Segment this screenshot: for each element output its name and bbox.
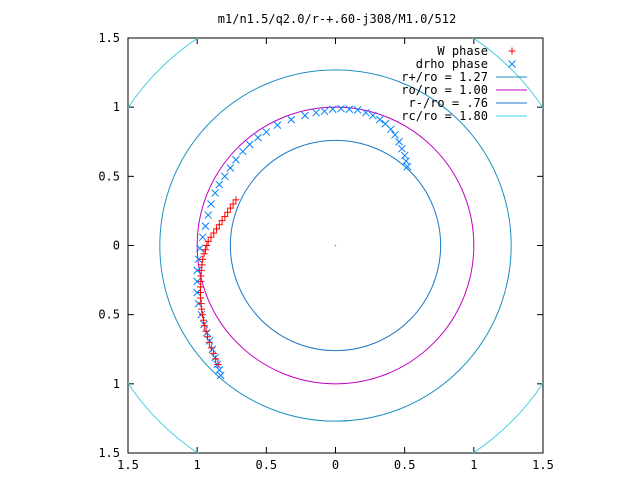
w-phase-point [201,322,209,330]
drho-phase-point [287,115,296,124]
drho-phase-point [211,189,220,197]
drho-phase-point [193,266,202,275]
drho-phase-point [193,277,202,286]
y-tick-label: 0 [113,239,120,253]
drho-phase-point [202,328,211,337]
x-tick-label: 1.5 [532,458,554,472]
w-phase-point [229,200,237,208]
w-phase-point [203,242,211,249]
drho-phase-point [400,151,409,160]
w-phase-point [199,316,207,324]
w-phase-point [198,261,206,269]
y-tick-label: 1.5 [98,446,120,460]
drho-phase-point [198,233,207,242]
legend-label: rc/ro = 1.80 [401,109,488,123]
drho-phase-point [211,353,220,362]
drho-phase-point [226,164,235,172]
w-phase-point [218,217,226,225]
drho-phase-point [208,345,217,354]
drho-phase-point [215,180,224,189]
x-tick-label: 1 [194,458,201,472]
w-phase-point [198,305,206,313]
drho-phase-point [391,130,399,139]
w-phase-point [201,246,209,254]
drho-phase-point [353,106,362,114]
legend-marker [508,60,516,68]
x-tick-label: 0 [332,458,339,472]
drho-phase-point [312,108,320,117]
drho-phase-point [216,371,225,380]
w-phase-point [212,355,220,363]
x-tick-label: 0.5 [394,458,416,472]
w-phase-point [197,300,205,308]
drho-phase-point [381,119,390,128]
legend-label: ro/ro = 1.00 [401,83,488,97]
drho-phase-point [362,108,370,117]
drho-phase-point [245,140,254,149]
legend-label: r+/ro = 1.27 [401,70,488,84]
w-phase-point [204,333,212,341]
y-tick-label: 0.5 [98,308,120,322]
w-phase-point [207,344,215,352]
drho-phase-point [402,157,410,165]
x-tick-label: 1 [470,458,477,472]
drho-phase-point [320,107,329,116]
w-phase-point [221,212,229,220]
w-phase-point [204,237,212,245]
drho-phase-point [375,115,384,124]
drho-phase-point [200,320,208,329]
circle-r [229,139,442,352]
x-tick-label: 0.5 [255,458,277,472]
w-phase-point [199,255,207,263]
w-phase-point [213,225,221,233]
circle-r [159,69,512,422]
y-tick-label: 1 [113,100,120,114]
drho-phase-point [254,133,262,142]
drho-phase-point [337,104,345,113]
w-phase-point [224,208,232,216]
drho-phase-point [194,255,203,264]
drho-phase-point [238,147,247,156]
drho-phase-point [196,244,204,253]
drho-phase-point [201,222,210,230]
chart-title: m1/n1.5/q2.0/r-+.60-j308/M1.0/512 [218,12,456,26]
legend-label: W phase [437,44,488,58]
y-tick-label: 0.5 [98,169,120,183]
w-phase-point [207,233,215,241]
drho-phase-point [262,128,271,136]
drho-phase-point [220,172,229,181]
drho-phase-point [328,105,337,114]
origin-dot [334,244,337,247]
w-phase-point [210,229,218,237]
w-phase-point [214,360,222,368]
w-phase-point [226,204,234,212]
w-phase-point [198,311,206,319]
drho-phase-point [368,111,377,120]
drho-phase-point [204,211,213,219]
y-tick-label: 1.5 [98,31,120,45]
w-phase-point [215,221,223,229]
drho-phase-point [301,111,309,120]
w-phase-point [205,338,213,346]
circle-rc [128,38,543,453]
drho-phase-point [398,144,406,153]
y-tick-label: 1 [113,377,120,391]
legend-label: drho phase [416,57,488,71]
w-phase-point [232,196,240,204]
w-phase-point [200,250,208,258]
drho-phase-point [345,105,354,114]
legend-marker [508,47,516,55]
drho-phase-point [215,366,224,374]
legend-label: r-/ro = .76 [409,96,488,110]
w-phase-point [202,327,210,335]
drho-phase-point [395,137,403,146]
drho-phase-point [207,200,215,208]
x-tick-label: 1.5 [117,458,139,472]
drho-phase-point [273,121,282,130]
w-phase-point [209,349,217,357]
drho-phase-point [232,155,240,164]
